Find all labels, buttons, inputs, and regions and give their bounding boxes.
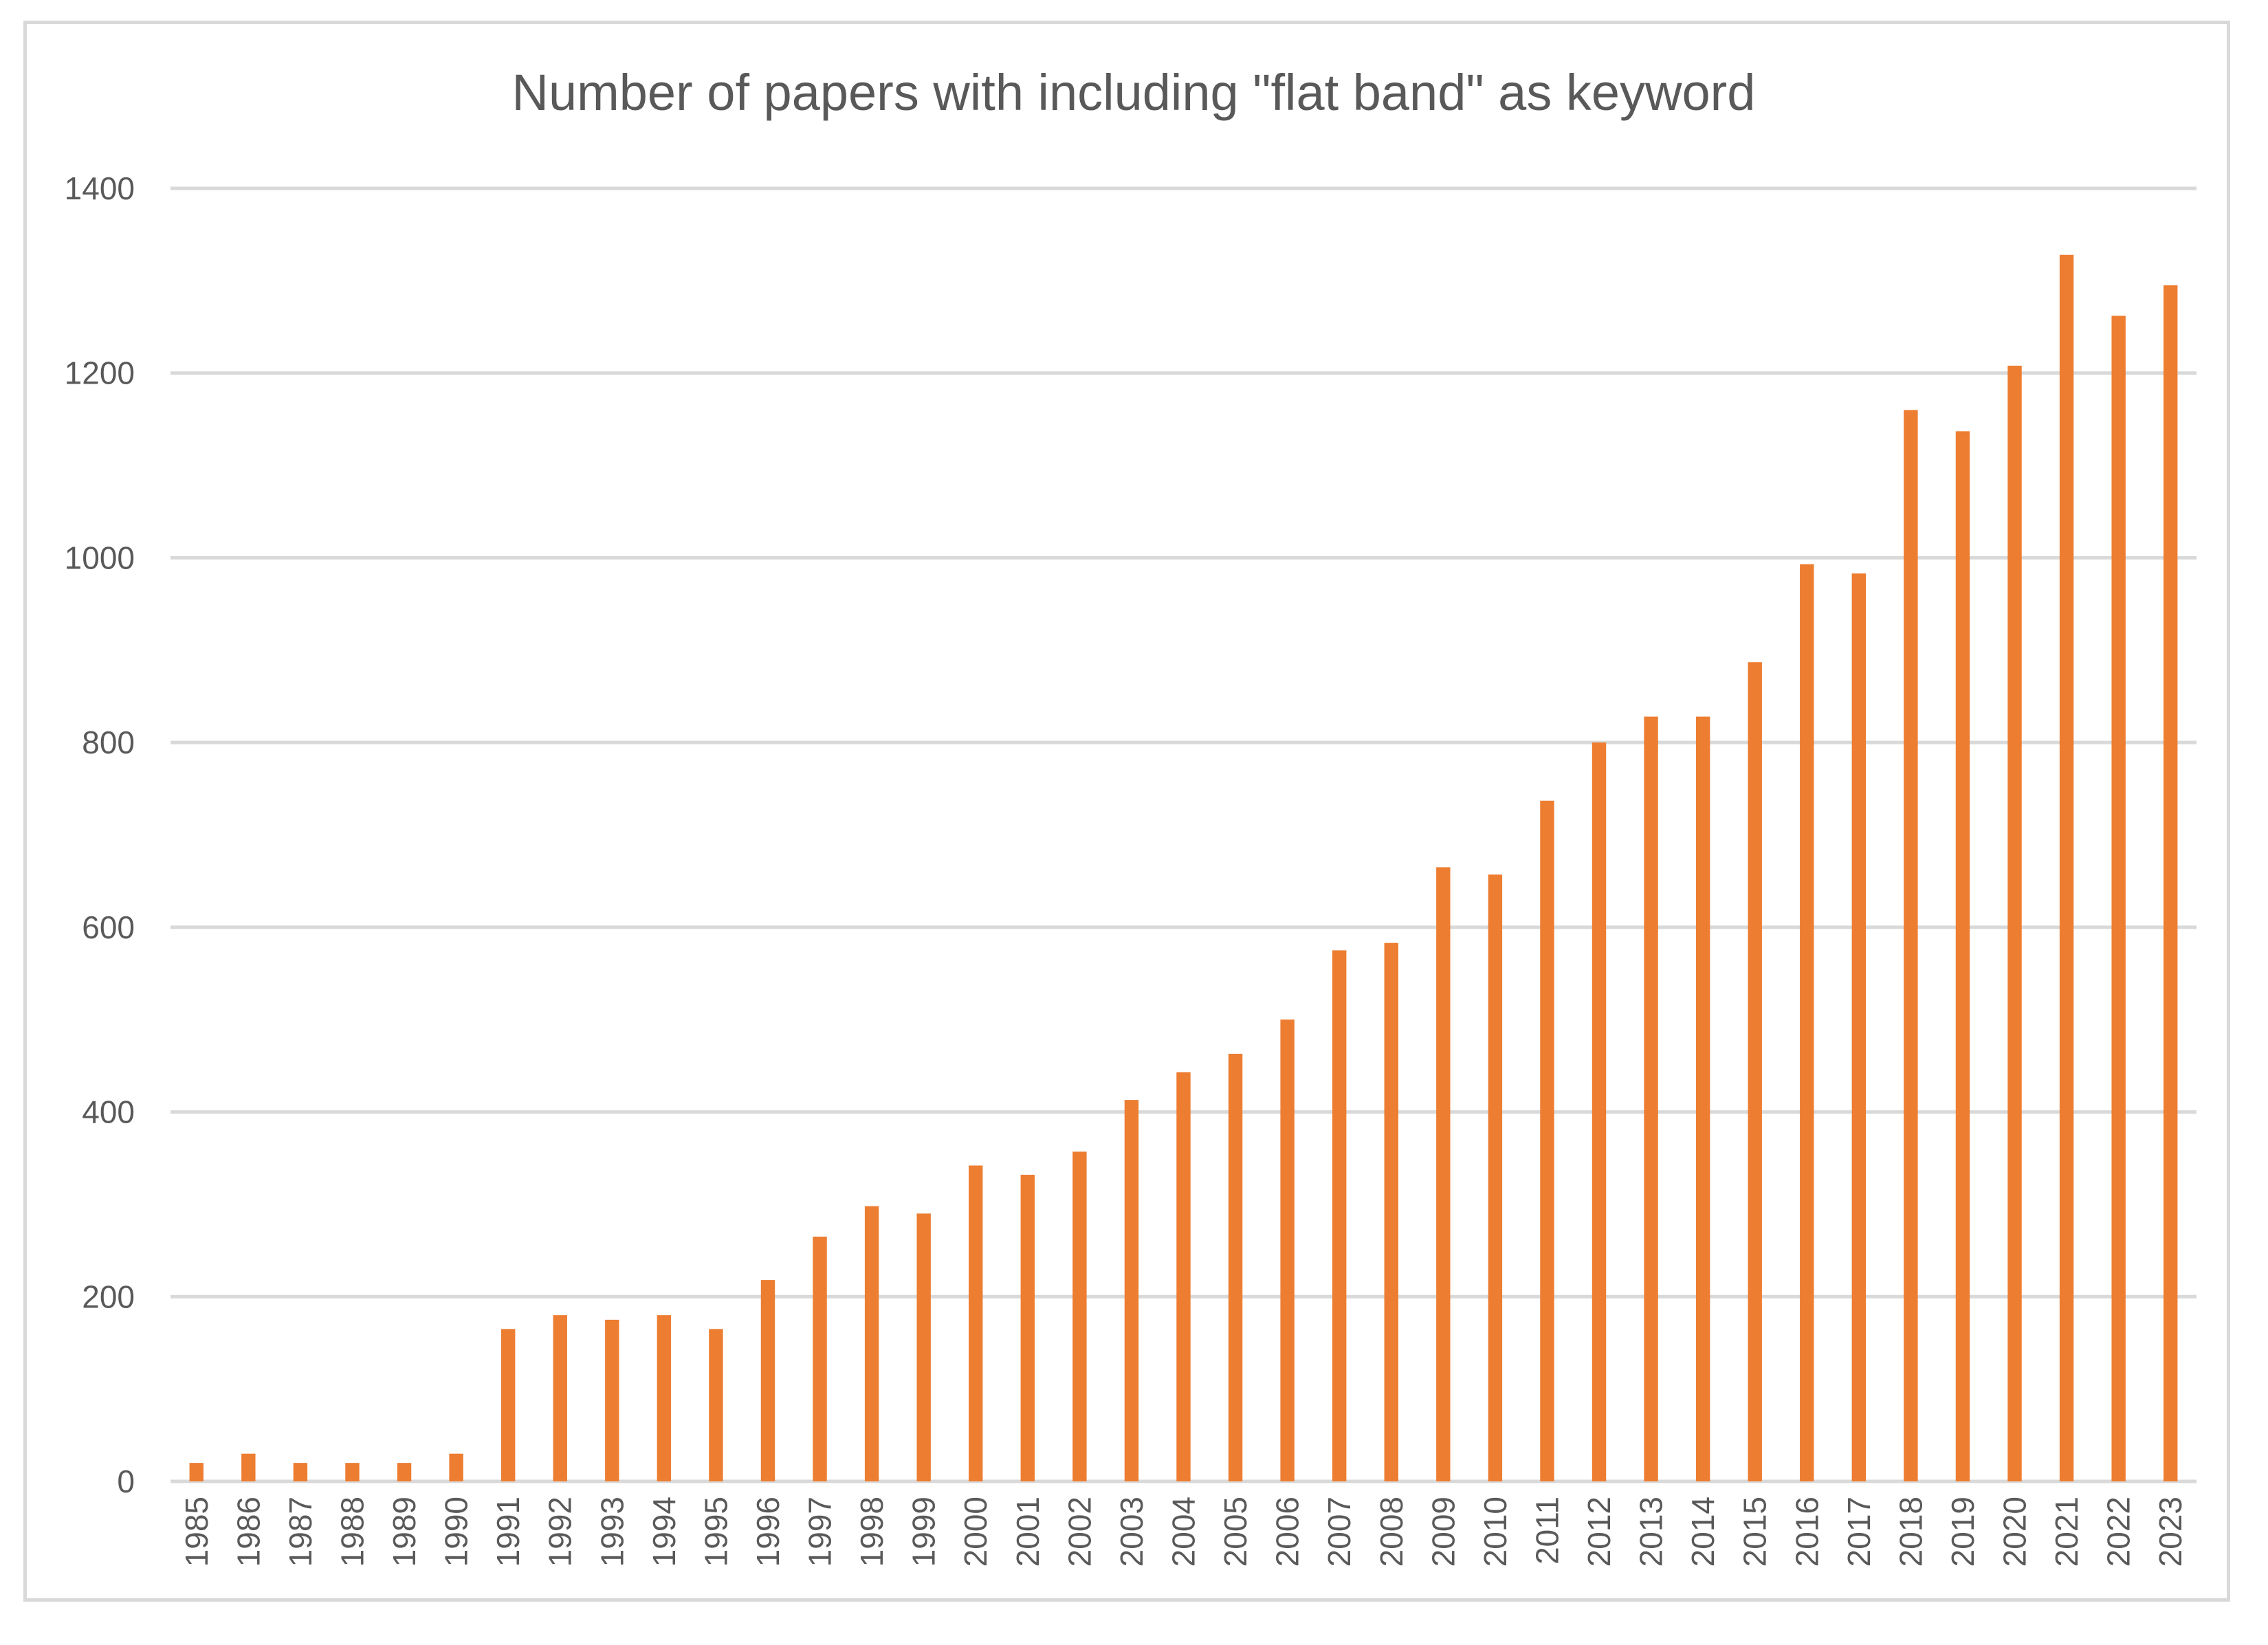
x-tick-label: 2003 <box>1114 1497 1149 1567</box>
bar <box>1955 431 1970 1481</box>
x-tick-label: 1998 <box>854 1497 890 1567</box>
bar <box>1748 662 1762 1481</box>
y-tick-label: 800 <box>82 725 135 760</box>
x-tick-label: 1996 <box>750 1497 786 1567</box>
bar <box>189 1463 203 1481</box>
bar <box>293 1463 308 1481</box>
bar <box>1851 573 1867 1481</box>
x-tick-label: 2016 <box>1789 1497 1825 1567</box>
x-tick-label: 2020 <box>1997 1497 2033 1567</box>
x-tick-label: 1988 <box>334 1497 370 1567</box>
x-tick-label: 1995 <box>698 1497 734 1567</box>
x-tick-label: 2017 <box>1841 1497 1877 1567</box>
x-tick-label: 2006 <box>1270 1497 1306 1567</box>
bar <box>500 1329 516 1481</box>
bar <box>916 1213 931 1481</box>
bar <box>1020 1174 1035 1481</box>
bar <box>969 1165 983 1481</box>
bar <box>1072 1151 1087 1481</box>
bar <box>2164 285 2178 1482</box>
x-tick-label: 2002 <box>1061 1497 1097 1567</box>
bar <box>1228 1053 1243 1481</box>
x-tick-label: 1985 <box>179 1497 214 1567</box>
x-tick-label: 1997 <box>802 1497 838 1567</box>
x-tick-label: 2013 <box>1633 1497 1669 1567</box>
bar <box>1488 874 1503 1481</box>
bar <box>2007 365 2022 1481</box>
x-tick-label: 2005 <box>1218 1497 1253 1567</box>
x-tick-label: 2018 <box>1893 1497 1928 1567</box>
bar <box>345 1463 360 1481</box>
y-tick-label: 1200 <box>65 355 135 391</box>
bar <box>1644 716 1658 1481</box>
x-tick-label: 1999 <box>906 1497 942 1567</box>
bar <box>1384 942 1398 1481</box>
x-tick-label: 2023 <box>2153 1497 2188 1567</box>
y-tick-label: 600 <box>82 909 135 945</box>
y-tick-label: 1000 <box>65 540 135 575</box>
x-tick-label: 2008 <box>1374 1497 1409 1567</box>
bar <box>1540 800 1554 1481</box>
bar <box>397 1463 412 1481</box>
bar <box>553 1315 567 1481</box>
x-tick-label: 2022 <box>2101 1497 2137 1567</box>
x-tick-label: 2009 <box>1425 1497 1461 1567</box>
x-tick-label: 1993 <box>594 1497 630 1567</box>
x-tick-label: 2004 <box>1166 1497 1202 1567</box>
x-tick-label: 2014 <box>1685 1497 1721 1567</box>
x-tick-label: 2000 <box>958 1497 993 1567</box>
bar <box>2059 254 2074 1481</box>
bar <box>449 1453 463 1481</box>
bar <box>1124 1100 1139 1481</box>
x-axis-ticks: 1985 1986 1987 1988 1989 1990 1991 1992 1993 1994… <box>179 1497 2188 1567</box>
x-tick-label: 2010 <box>1477 1497 1513 1567</box>
x-tick-label: 1991 <box>490 1497 526 1567</box>
bar <box>760 1280 775 1481</box>
x-tick-label: 1992 <box>542 1497 578 1567</box>
bar <box>1280 1019 1295 1481</box>
y-tick-label: 1400 <box>65 170 135 206</box>
bar <box>657 1315 672 1481</box>
chart-title: Number of papers with including "flat ba… <box>512 64 1756 121</box>
y-tick-label: 0 <box>117 1464 135 1499</box>
bar <box>1800 564 1814 1482</box>
bar <box>1592 742 1607 1481</box>
x-tick-label: 2021 <box>2049 1497 2084 1567</box>
y-tick-label: 200 <box>82 1279 135 1314</box>
x-tick-label: 2011 <box>1529 1497 1565 1565</box>
bar <box>864 1206 879 1481</box>
x-tick-label: 1989 <box>386 1497 422 1567</box>
x-tick-label: 1986 <box>230 1497 266 1567</box>
bar <box>1176 1072 1191 1481</box>
x-tick-label: 1987 <box>283 1497 318 1567</box>
x-tick-label: 1990 <box>439 1497 474 1567</box>
bar <box>1904 410 1918 1481</box>
x-tick-label: 2015 <box>1737 1497 1773 1567</box>
bar <box>605 1319 619 1481</box>
y-tick-label: 400 <box>82 1094 135 1130</box>
bar <box>1436 867 1451 1481</box>
x-tick-label: 2012 <box>1581 1497 1617 1567</box>
bar <box>813 1236 827 1481</box>
bar <box>1332 950 1347 1481</box>
x-tick-label: 2019 <box>1945 1497 1981 1567</box>
x-tick-label: 2007 <box>1321 1497 1357 1567</box>
bar <box>1695 716 1710 1481</box>
y-axis-ticks: 0 200 400 600 800 1000 1200 1400 <box>65 170 135 1499</box>
x-tick-label: 2001 <box>1010 1497 1046 1567</box>
bar <box>241 1453 256 1481</box>
bar <box>2111 316 2126 1482</box>
bar <box>709 1329 723 1481</box>
bars <box>189 254 2178 1482</box>
x-tick-label: 1994 <box>646 1497 682 1567</box>
